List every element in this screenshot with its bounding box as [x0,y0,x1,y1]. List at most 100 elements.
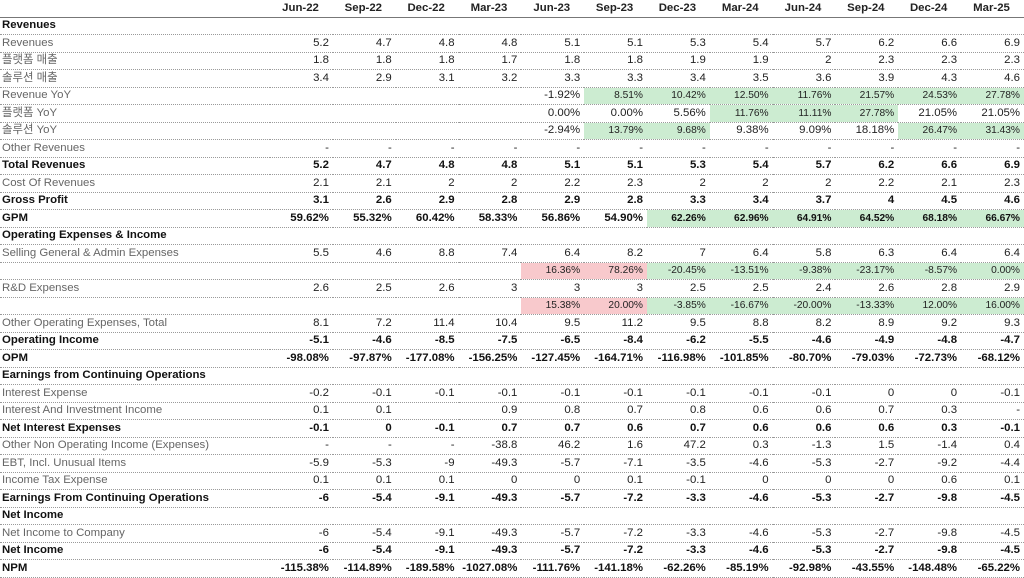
table-cell: 8.8 [709,314,773,333]
table-cell: -5.7 [521,524,585,543]
table-cell: 60.42% [395,209,459,228]
table-cell: 64.52% [835,209,899,228]
table-cell: - [458,139,522,158]
table-cell: 2.5 [709,279,773,298]
table-cell: 5.7 [772,157,836,175]
table-cell: 9.09% [772,122,836,140]
row-label [0,297,271,315]
table-cell [709,367,773,385]
table-cell: -9.2 [898,454,962,473]
table-cell [458,297,522,315]
table-cell: 5.7 [772,34,836,53]
period-header: Sep-24 [835,0,899,18]
table-cell: -98.08% [270,349,333,368]
period-header: Jun-23 [521,0,585,18]
table-cell: 15.38% [521,297,585,315]
table-cell: -5.9 [270,454,333,473]
table-cell: -9.8 [898,489,962,508]
table-cell: - [898,139,962,158]
table-cell: 62.96% [709,209,773,228]
table-row: Interest And Investment Income 0.1 0.1 0.9 0… [0,402,1024,420]
table-cell: 5.4 [709,34,773,53]
table-cell: -0.1 [332,384,396,403]
table-cell: 0.8 [646,402,710,420]
table-cell [709,507,773,525]
table-cell: -65.22% [961,559,1024,578]
section-title: Net Income [0,507,271,525]
table-cell [835,17,899,35]
table-cell: 2 [709,174,773,193]
row-label: Revenue YoY [0,87,271,105]
period-header: Jun-22 [270,0,333,18]
table-cell: 5.2 [270,34,333,53]
table-cell: -6 [270,489,333,508]
table-row: 15.38% 20.00% -3.85% -16.67% -20.00% -13.33% 1… [0,297,1024,315]
table-cell: 6.9 [961,34,1024,53]
table-cell [270,507,333,525]
table-cell: 2.1 [332,174,396,193]
table-cell [772,507,836,525]
table-cell: -127.45% [521,349,585,368]
table-cell: 18.18% [835,122,899,140]
table-cell: -3.85% [646,297,710,315]
table-cell: -177.08% [395,349,459,368]
table-row: Other Revenues - - - - - - - - - - - - [0,139,1024,158]
table-cell: 21.05% [898,104,962,123]
row-label: 솔루션 YoY [0,122,271,140]
period-header: Sep-23 [584,0,647,18]
row-label: NPM [0,559,271,578]
table-row: Income Tax Expense 0.1 0.1 0.1 0 0 0.1 -0.1 0 0 0 0… [0,472,1024,490]
table-cell: 31.43% [961,122,1024,140]
table-cell: 2.5 [332,279,396,298]
table-cell: 0.7 [521,419,585,438]
table-cell: 1.8 [584,52,647,70]
table-cell: 21.57% [835,87,899,105]
table-cell: 2.4 [772,279,836,298]
table-cell: 2.9 [332,69,396,88]
table-cell: -3.5 [646,454,710,473]
table-cell: -49.3 [458,524,522,543]
table-cell: -16.67% [709,297,773,315]
table-cell: 1.7 [458,52,522,70]
table-cell: -115.38% [270,559,333,578]
table-cell [961,17,1024,35]
table-cell [395,227,459,245]
table-cell [646,227,710,245]
table-cell [709,17,773,35]
table-cell [521,507,585,525]
period-header: Mar-24 [709,0,773,18]
table-cell: 0.3 [898,402,962,420]
table-cell: 0.1 [961,472,1024,490]
table-cell: -5.7 [521,454,585,473]
table-cell: 2.9 [395,192,459,210]
table-cell: 6.4 [898,244,962,263]
table-cell [584,17,647,35]
table-cell: 2.3 [961,174,1024,193]
table-row: GPM 59.62% 55.32% 60.42% 58.33% 56.86% 54.90% 6… [0,209,1024,228]
table-cell: 13.79% [584,122,647,140]
table-cell [458,87,522,105]
table-cell [270,227,333,245]
table-cell: - [395,139,459,158]
table-cell: -0.1 [395,419,459,438]
table-cell: 1.9 [646,52,710,70]
table-cell: 0.1 [270,472,333,490]
table-cell [521,227,585,245]
table-cell: -7.2 [584,542,647,560]
table-cell: 54.90% [584,209,647,228]
table-cell: -189.58% [395,559,459,578]
table-cell: 4.6 [961,69,1024,88]
table-cell [835,367,899,385]
table-cell: 1.6 [584,437,647,455]
table-cell: -4.9 [835,332,899,350]
table-cell: -4.8 [898,332,962,350]
table-cell: -13.33% [835,297,899,315]
table-cell: 7.4 [458,244,522,263]
table-cell: 7 [646,244,710,263]
table-cell: 6.6 [898,157,962,175]
table-row: Operating Income -5.1 -4.6 -8.5 -7.5 -6.5 -8.4… [0,332,1024,350]
table-cell: - [961,139,1024,158]
table-cell [646,367,710,385]
table-cell: -2.7 [835,489,899,508]
